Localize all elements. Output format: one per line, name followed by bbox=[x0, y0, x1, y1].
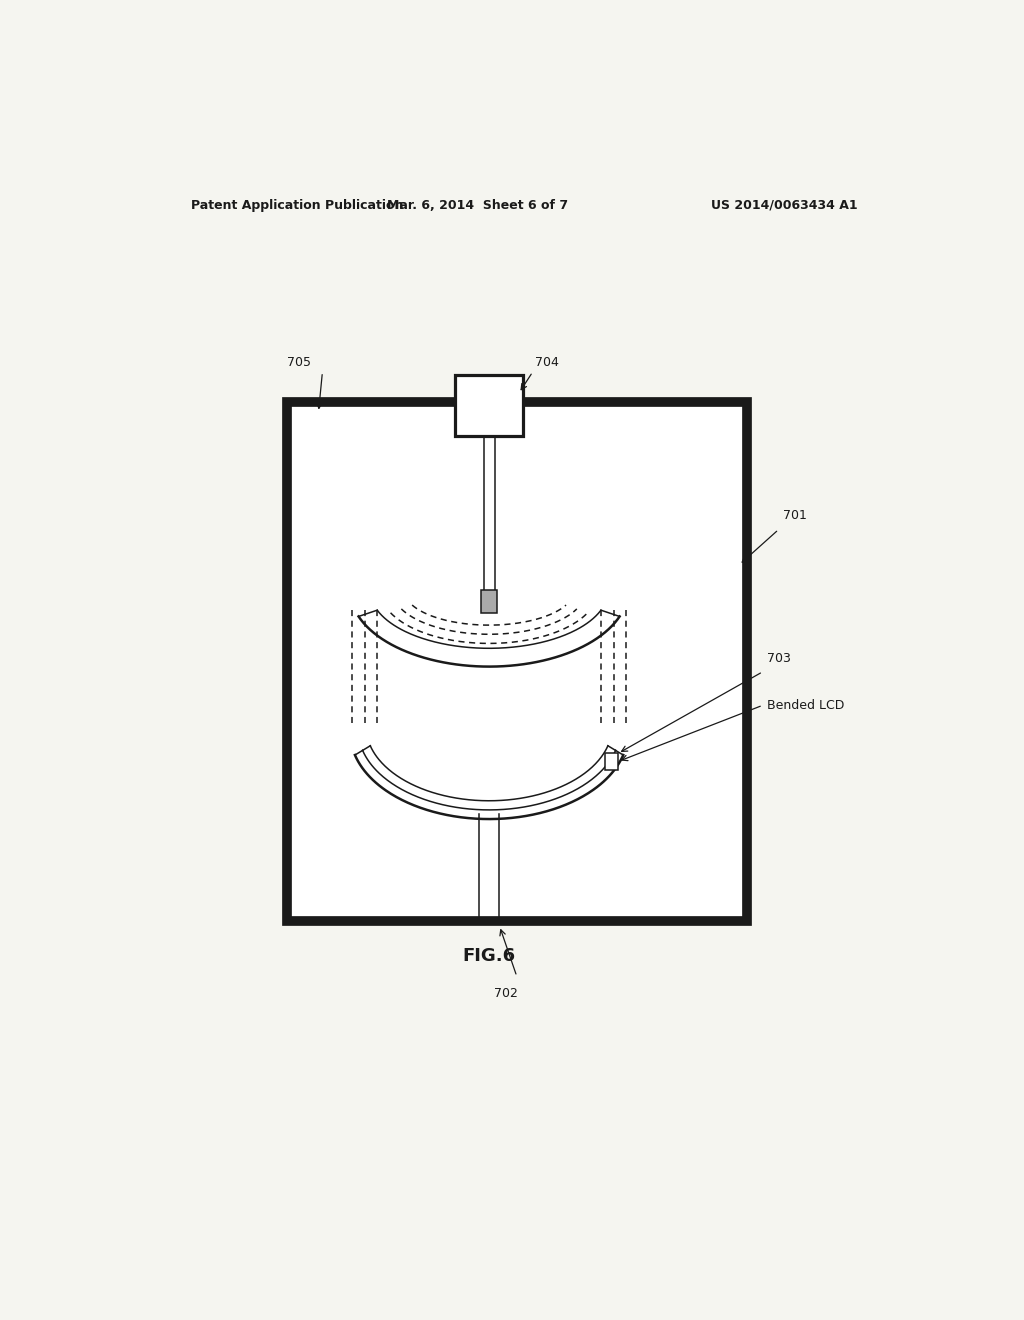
Text: US 2014/0063434 A1: US 2014/0063434 A1 bbox=[712, 198, 858, 211]
Text: 705: 705 bbox=[287, 356, 310, 368]
Text: Patent Application Publication: Patent Application Publication bbox=[191, 198, 403, 211]
Bar bbox=[456, 375, 523, 436]
Bar bbox=[481, 590, 497, 612]
Bar bbox=[605, 754, 617, 770]
Text: Mar. 6, 2014  Sheet 6 of 7: Mar. 6, 2014 Sheet 6 of 7 bbox=[387, 198, 567, 211]
Text: 702: 702 bbox=[494, 987, 518, 999]
Text: 704: 704 bbox=[536, 356, 559, 368]
Text: 703: 703 bbox=[767, 652, 791, 664]
Text: 701: 701 bbox=[782, 510, 807, 523]
Text: FIG.6: FIG.6 bbox=[463, 948, 516, 965]
Bar bbox=[287, 403, 748, 921]
Text: Bended LCD: Bended LCD bbox=[767, 698, 844, 711]
